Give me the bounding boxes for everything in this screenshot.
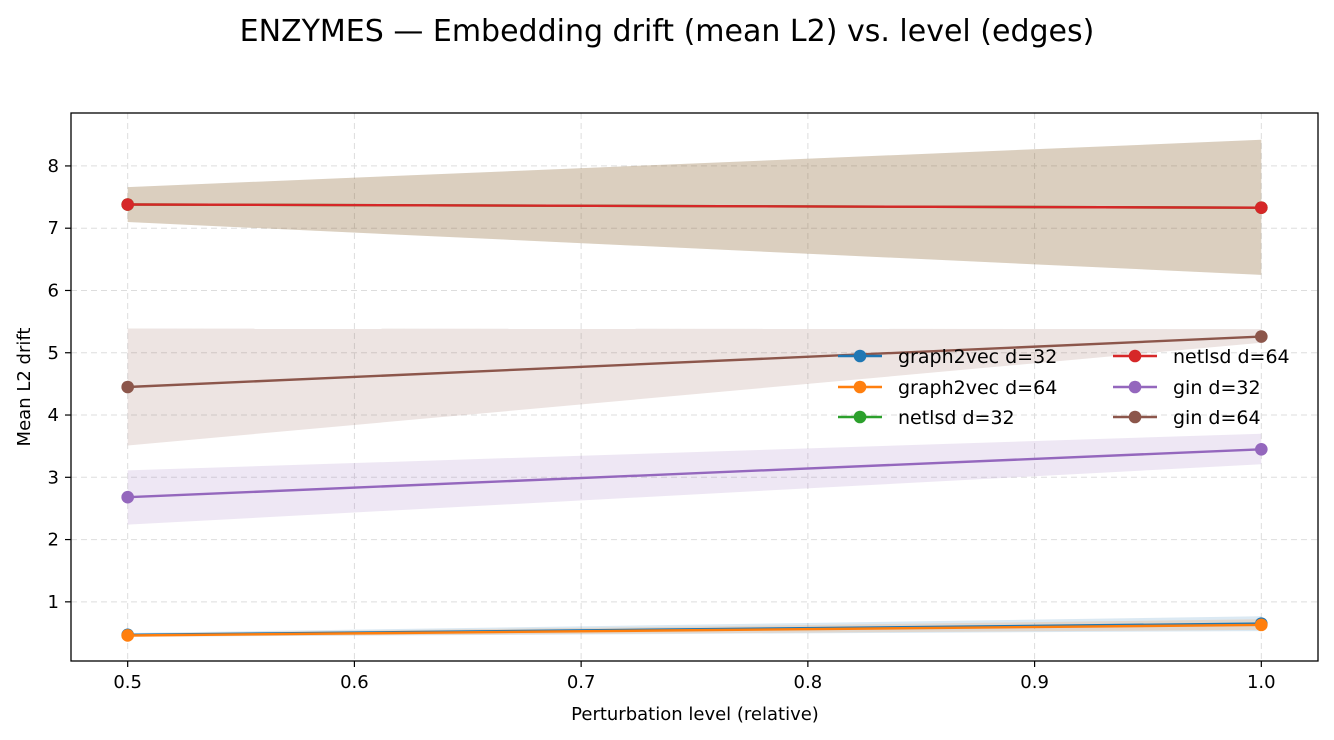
point-gin-d-32 <box>1255 442 1268 456</box>
legend-item-gin-d-32: gin d=32 <box>1113 377 1261 399</box>
line-netlsd-d-64 <box>127 203 1262 209</box>
grid <box>71 113 1318 661</box>
legend-item-netlsd-d-32: netlsd d=32 <box>838 407 1015 429</box>
line-gin-d-64 <box>127 335 1262 389</box>
point-gin-d-64 <box>121 380 134 394</box>
legend-label: graph2vec d=64 <box>898 377 1057 399</box>
band-gin-d-32 <box>127 433 1262 525</box>
band-gin-d-64 <box>127 328 1262 446</box>
point-netlsd-d-64 <box>1255 201 1268 214</box>
y-tick-label: 4 <box>48 405 59 426</box>
legend-label: gin d=64 <box>1173 407 1261 429</box>
line-graph2vec-d-64 <box>127 623 1262 637</box>
y-tick-label: 2 <box>48 530 59 551</box>
legend-label: netlsd d=32 <box>898 407 1015 429</box>
series-lines <box>121 198 1268 642</box>
y-axis-label: Mean L2 drift <box>14 328 35 447</box>
y-tick-label: 7 <box>48 218 59 239</box>
point-gin-d-32 <box>121 490 134 504</box>
legend-item-graph2vec-d-64: graph2vec d=64 <box>838 377 1057 399</box>
x-tick-label: 0.5 <box>113 672 142 693</box>
point-graph2vec-d-64 <box>1255 618 1268 632</box>
legend-swatch-marker <box>1128 380 1142 394</box>
legend-swatch-marker <box>1128 349 1142 363</box>
plot-frame <box>70 112 1319 662</box>
x-axis-label: Perturbation level (relative) <box>571 704 819 725</box>
legend-swatch-marker <box>1128 410 1142 424</box>
y-tick-label: 8 <box>48 156 59 177</box>
y-tick-label: 3 <box>48 467 59 488</box>
legend: graph2vec d=32 graph2vec d=64 netlsd d=32 n… <box>838 346 1290 429</box>
legend-label: netlsd d=64 <box>1173 346 1290 368</box>
x-tick-label: 1.0 <box>1247 672 1276 693</box>
axis-ticks: 0.5 0.6 0.7 0.8 0.9 1.0 1 2 3 4 5 6 7 8 <box>48 156 1276 693</box>
x-tick-label: 0.8 <box>794 672 823 693</box>
chart-title: ENZYMES — Embedding drift (mean L2) vs. … <box>240 14 1095 49</box>
legend-swatch-marker <box>853 380 867 394</box>
band-netlsd-d-32 <box>127 139 1262 275</box>
confidence-bands <box>127 139 1262 637</box>
legend-label: graph2vec d=32 <box>898 346 1057 368</box>
band-netlsd-d-64 <box>127 139 1262 275</box>
legend-swatch-marker <box>853 349 867 363</box>
legend-item-gin-d-64: gin d=64 <box>1113 407 1261 429</box>
y-tick-label: 1 <box>48 592 59 613</box>
point-graph2vec-d-64 <box>121 629 134 642</box>
legend-label: gin d=32 <box>1173 377 1261 399</box>
x-tick-label: 0.9 <box>1020 672 1049 693</box>
legend-swatch-marker <box>853 410 867 424</box>
legend-item-graph2vec-d-32: graph2vec d=32 <box>838 346 1057 368</box>
point-netlsd-d-64 <box>121 198 134 211</box>
y-tick-label: 6 <box>48 280 59 301</box>
y-tick-label: 5 <box>48 343 59 364</box>
line-gin-d-32 <box>127 448 1262 499</box>
legend-item-netlsd-d-64: netlsd d=64 <box>1113 346 1290 368</box>
point-gin-d-64 <box>1255 330 1268 343</box>
x-tick-label: 0.7 <box>567 672 596 693</box>
x-tick-label: 0.6 <box>340 672 369 693</box>
